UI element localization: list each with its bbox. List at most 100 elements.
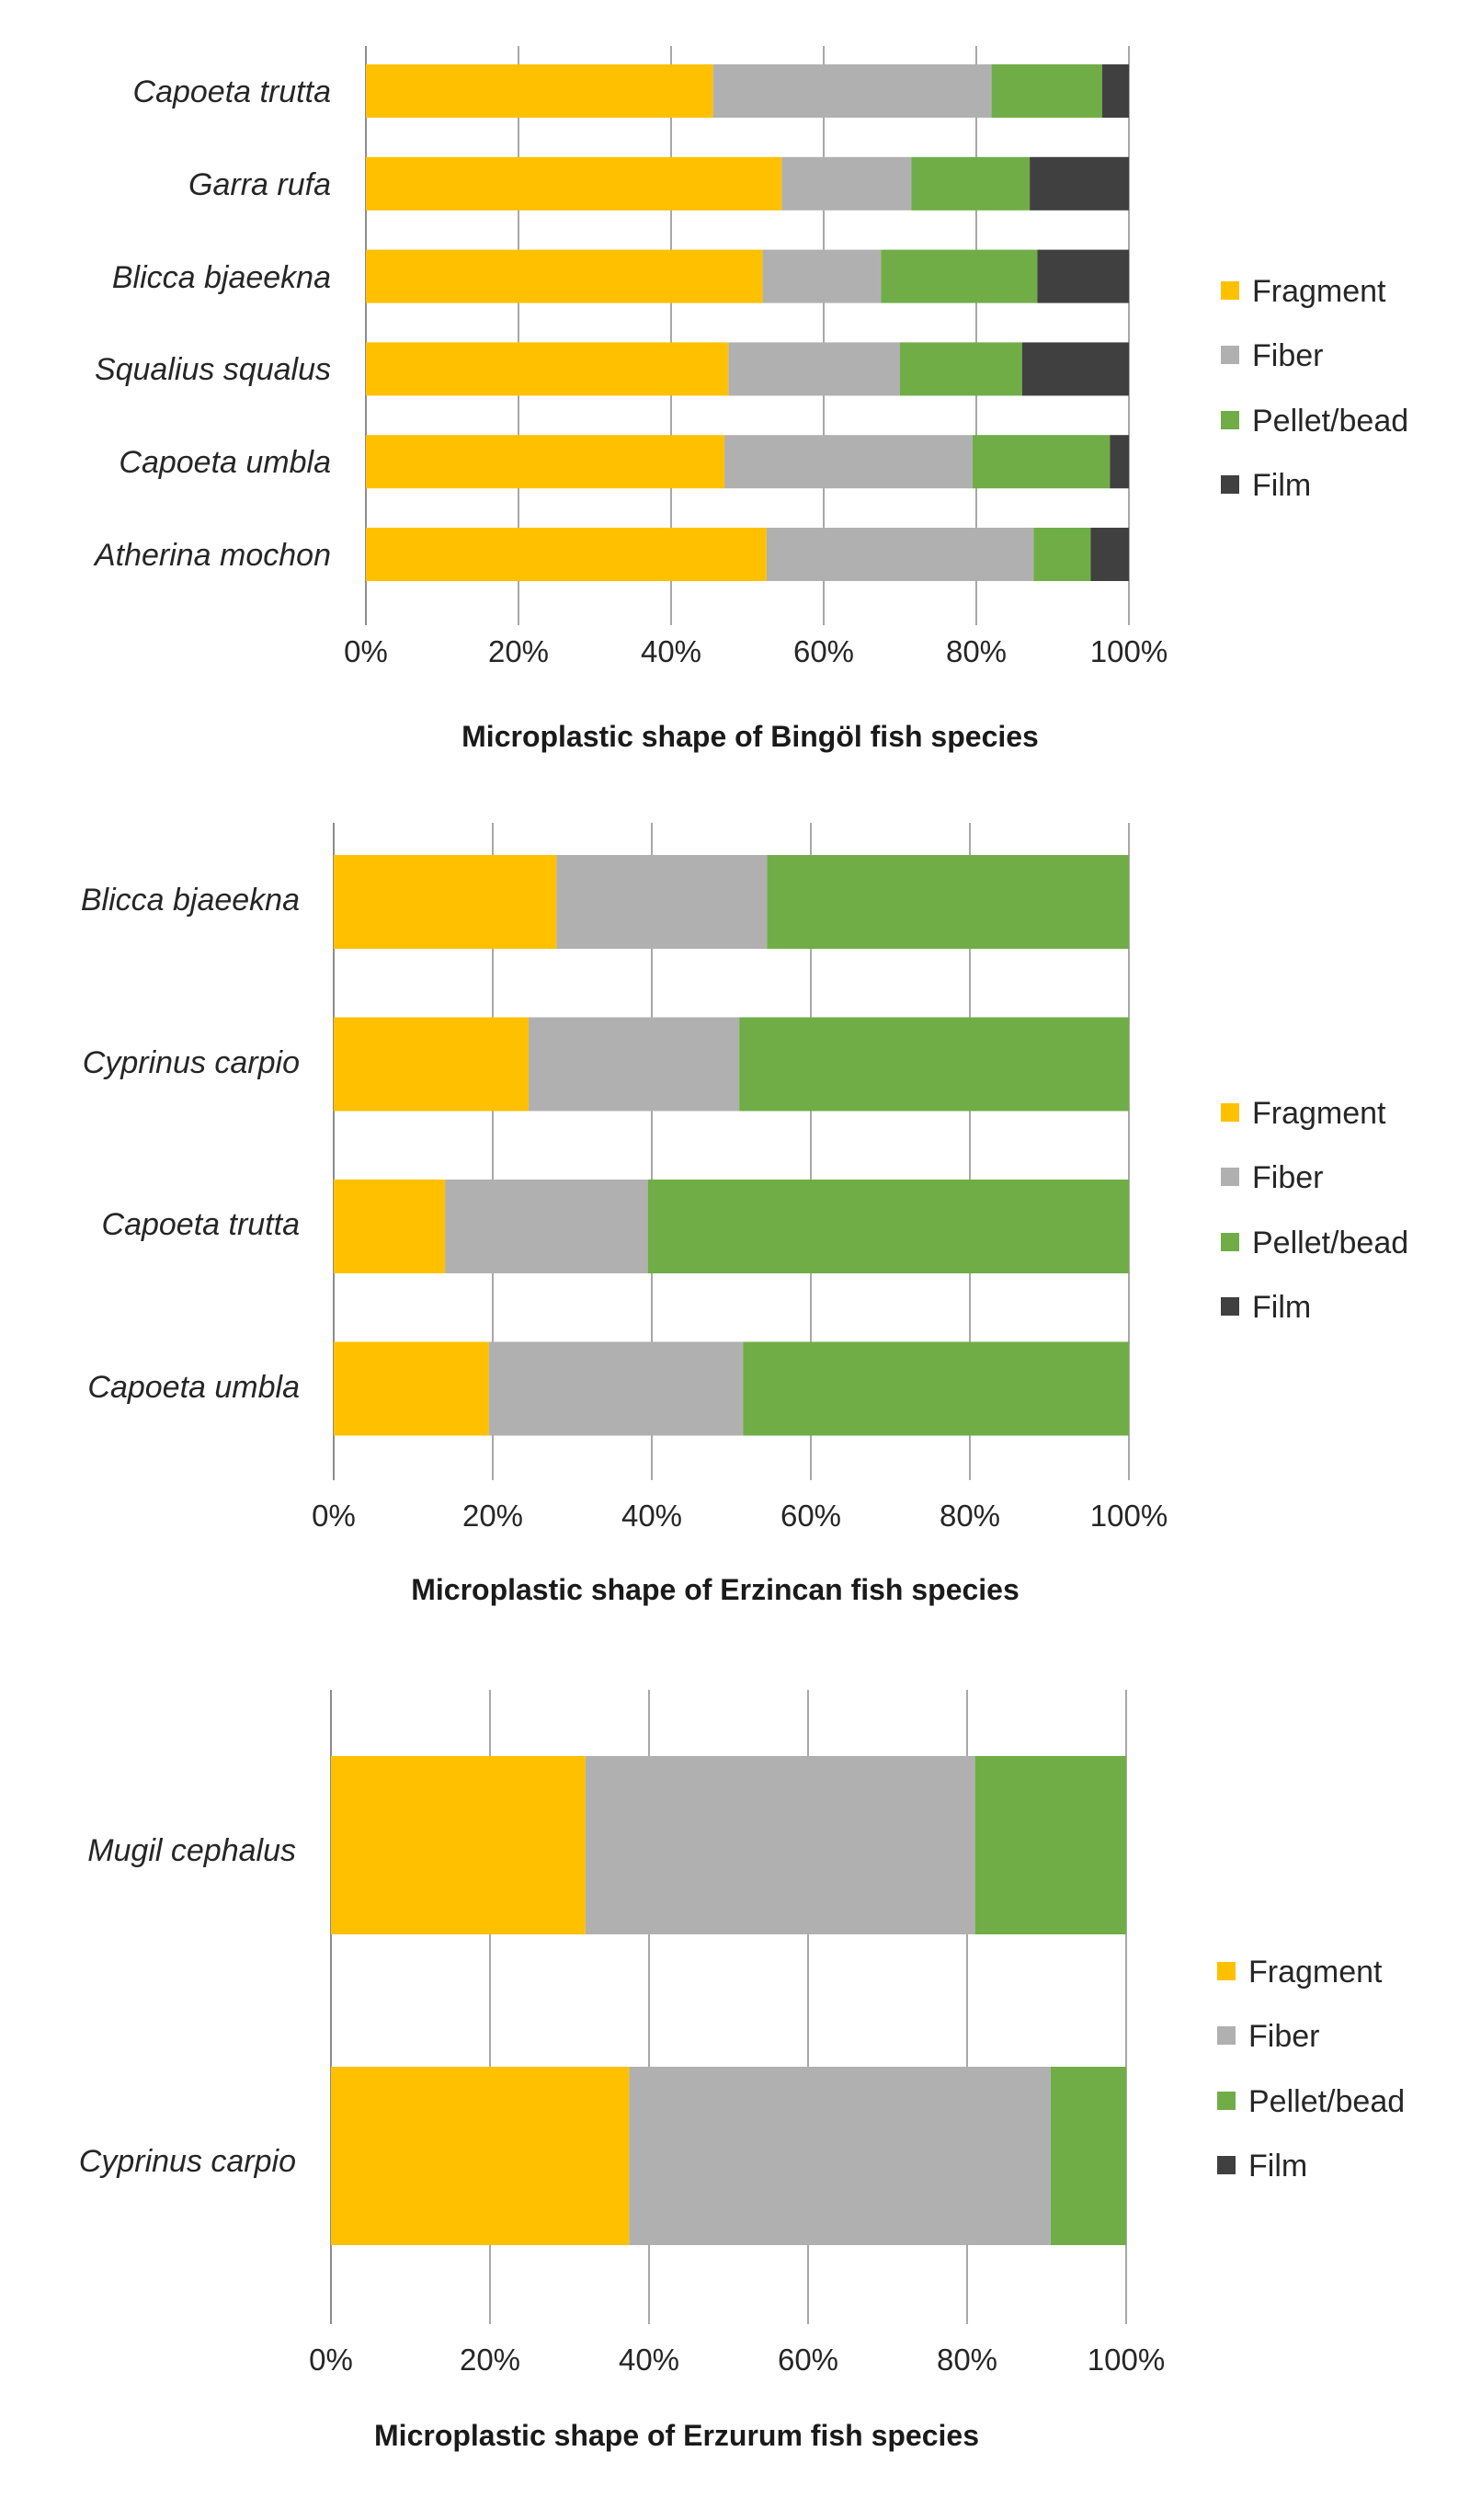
- erzincan-legend: Fragment Fiber Pellet/bead Film: [1221, 1096, 1408, 1325]
- erzincan-bar-segment-pellet-bead: [767, 855, 1129, 949]
- bingol-bar-segment-fragment: [366, 528, 767, 581]
- erzurum-bar-segment-fiber: [585, 1756, 975, 1934]
- bingol-bar-segment-fragment: [366, 64, 713, 118]
- bingol-bar-segment-film: [1101, 64, 1129, 118]
- bingol-chart-title: Microplastic shape of Bingöl fish specie…: [461, 720, 1039, 753]
- erzincan-bar-segment-fiber: [445, 1180, 648, 1273]
- bingol-bar-segment-film: [1110, 435, 1129, 489]
- erzincan-bar-segment-fragment: [334, 1017, 529, 1112]
- erzurum-bar-segment-fiber: [629, 2067, 1051, 2245]
- erzurum-x-tick-label: 20%: [460, 2343, 520, 2377]
- legend-label-pellet-bead: Pellet/bead: [1252, 1226, 1408, 1260]
- bingol-x-tick-label: 60%: [793, 634, 854, 668]
- chart-bingol: Capoeta trutta Garra rufa Blicca bjaeekn…: [93, 46, 1408, 753]
- bingol-bar-segment-pellet-bead: [991, 64, 1102, 118]
- bingol-bar-segment-fiber: [728, 342, 900, 396]
- bingol-bar-segment-film: [1090, 528, 1129, 581]
- erzincan-x-tick-label: 60%: [780, 1499, 841, 1533]
- legend-label-film: Film: [1248, 2149, 1307, 2184]
- bingol-category-label: Blicca bjaeekna: [112, 260, 331, 295]
- bingol-bar-segment-fragment: [366, 156, 782, 211]
- erzincan-x-tick-label: 0%: [312, 1499, 356, 1533]
- erzurum-x-tick-label: 0%: [309, 2343, 353, 2377]
- bingol-category-labels: Capoeta trutta Garra rufa Blicca bjaeekn…: [93, 74, 331, 573]
- bingol-bar-segment-fiber: [781, 156, 912, 211]
- bingol-bar-segment-fiber: [766, 528, 1034, 581]
- bingol-x-tick-label: 20%: [488, 634, 549, 668]
- erzincan-bar-segment-pellet-bead: [739, 1017, 1129, 1112]
- erzincan-bars: [334, 855, 1129, 1436]
- legend-label-fragment: Fragment: [1252, 274, 1386, 309]
- erzincan-bar-segment-fiber: [556, 855, 768, 949]
- bingol-bar-segment-film: [1030, 156, 1129, 211]
- erzincan-chart-title: Microplastic shape of Erzincan fish spec…: [411, 1573, 1020, 1606]
- legend-label-fragment: Fragment: [1252, 1096, 1386, 1131]
- bingol-bar-segment-pellet-bead: [881, 249, 1038, 303]
- legend-label-pellet-bead: Pellet/bead: [1252, 404, 1408, 439]
- erzincan-category-label: Blicca bjaeekna: [81, 883, 300, 918]
- legend-label-film: Film: [1252, 468, 1311, 503]
- bingol-legend: Fragment Fiber Pellet/bead Film: [1221, 274, 1408, 503]
- bingol-bar-segment-pellet-bead: [972, 435, 1111, 489]
- erzurum-category-label: Mugil cephalus: [87, 1833, 296, 1868]
- legend-swatch-pellet-bead: [1221, 1233, 1239, 1251]
- bingol-category-label: Squalius squalus: [95, 352, 331, 387]
- bingol-bar-segment-pellet-bead: [1033, 528, 1091, 581]
- bingol-bar-segment-fiber: [712, 64, 992, 118]
- legend-swatch-film: [1221, 1297, 1239, 1316]
- legend-swatch-pellet-bead: [1217, 2092, 1236, 2110]
- erzincan-x-tick-label: 80%: [940, 1499, 1000, 1533]
- erzincan-x-tick-label: 40%: [621, 1499, 682, 1533]
- legend-label-fiber: Fiber: [1248, 2019, 1319, 2054]
- bingol-bar-segment-film: [1037, 249, 1129, 303]
- erzurum-chart-title: Microplastic shape of Erzurum fish speci…: [374, 2419, 979, 2452]
- bingol-x-tick-label: 40%: [641, 634, 701, 668]
- erzincan-bar-segment-fiber: [528, 1017, 740, 1112]
- erzurum-x-tick-label: 100%: [1088, 2343, 1165, 2377]
- legend-swatch-film: [1217, 2156, 1236, 2174]
- bingol-bar-segment-pellet-bead: [911, 156, 1031, 211]
- legend-swatch-fiber: [1221, 346, 1239, 364]
- legend-swatch-pellet-bead: [1221, 411, 1239, 429]
- chart-erzincan: Blicca bjaeekna Cyprinus carpio Capoeta …: [81, 823, 1408, 1606]
- legend-swatch-fiber: [1221, 1168, 1239, 1186]
- bingol-bar-segment-pellet-bead: [900, 342, 1022, 396]
- erzurum-category-label: Cyprinus carpio: [79, 2144, 296, 2179]
- erzincan-bar-segment-fragment: [334, 855, 557, 949]
- erzincan-bar-segment-fragment: [334, 1180, 446, 1273]
- erzincan-category-label: Cyprinus carpio: [83, 1045, 300, 1080]
- erzurum-x-tick-labels: 0% 20% 40% 60% 80% 100%: [309, 2343, 1165, 2377]
- legend-label-film: Film: [1252, 1290, 1311, 1325]
- erzurum-bar-segment-pellet-bead: [974, 1756, 1126, 1934]
- legend-swatch-fiber: [1217, 2026, 1236, 2045]
- erzurum-bar-segment-fragment: [331, 2067, 630, 2245]
- erzurum-category-labels: Mugil cephalus Cyprinus carpio: [79, 1833, 296, 2179]
- erzurum-legend: Fragment Fiber Pellet/bead Film: [1217, 1955, 1405, 2184]
- legend-swatch-fragment: [1221, 281, 1239, 300]
- erzincan-category-label: Capoeta trutta: [102, 1207, 300, 1242]
- bingol-x-tick-label: 80%: [946, 634, 1007, 668]
- bingol-x-tick-label: 100%: [1090, 634, 1168, 668]
- erzincan-x-tick-labels: 0% 20% 40% 60% 80% 100%: [312, 1499, 1168, 1533]
- erzincan-bar-segment-fiber: [488, 1341, 744, 1436]
- erzurum-bars: [331, 1756, 1126, 2245]
- legend-label-fragment: Fragment: [1248, 1955, 1383, 1990]
- bingol-bar-segment-fragment: [366, 249, 763, 303]
- legend-label-pellet-bead: Pellet/bead: [1248, 2084, 1405, 2119]
- erzurum-bar-segment-pellet-bead: [1050, 2067, 1126, 2245]
- legend-swatch-film: [1221, 475, 1239, 494]
- bingol-bar-segment-film: [1021, 342, 1129, 396]
- erzincan-bar-segment-fragment: [334, 1341, 489, 1436]
- bingol-category-label: Capoeta umbla: [119, 445, 331, 480]
- bingol-bar-segment-fiber: [762, 249, 882, 303]
- erzincan-bar-segment-pellet-bead: [743, 1341, 1129, 1436]
- erzincan-bar-segment-pellet-bead: [647, 1180, 1129, 1273]
- chart-erzurum: Mugil cephalus Cyprinus carpio 0% 20% 40…: [79, 1690, 1405, 2452]
- bingol-bar-segment-fragment: [366, 435, 725, 489]
- legend-label-fiber: Fiber: [1252, 338, 1323, 373]
- bingol-bar-segment-fragment: [366, 342, 729, 396]
- bingol-x-tick-labels: 0% 20% 40% 60% 80% 100%: [344, 634, 1168, 668]
- erzincan-x-tick-label: 20%: [462, 1499, 523, 1533]
- erzincan-category-label: Capoeta umbla: [87, 1370, 300, 1405]
